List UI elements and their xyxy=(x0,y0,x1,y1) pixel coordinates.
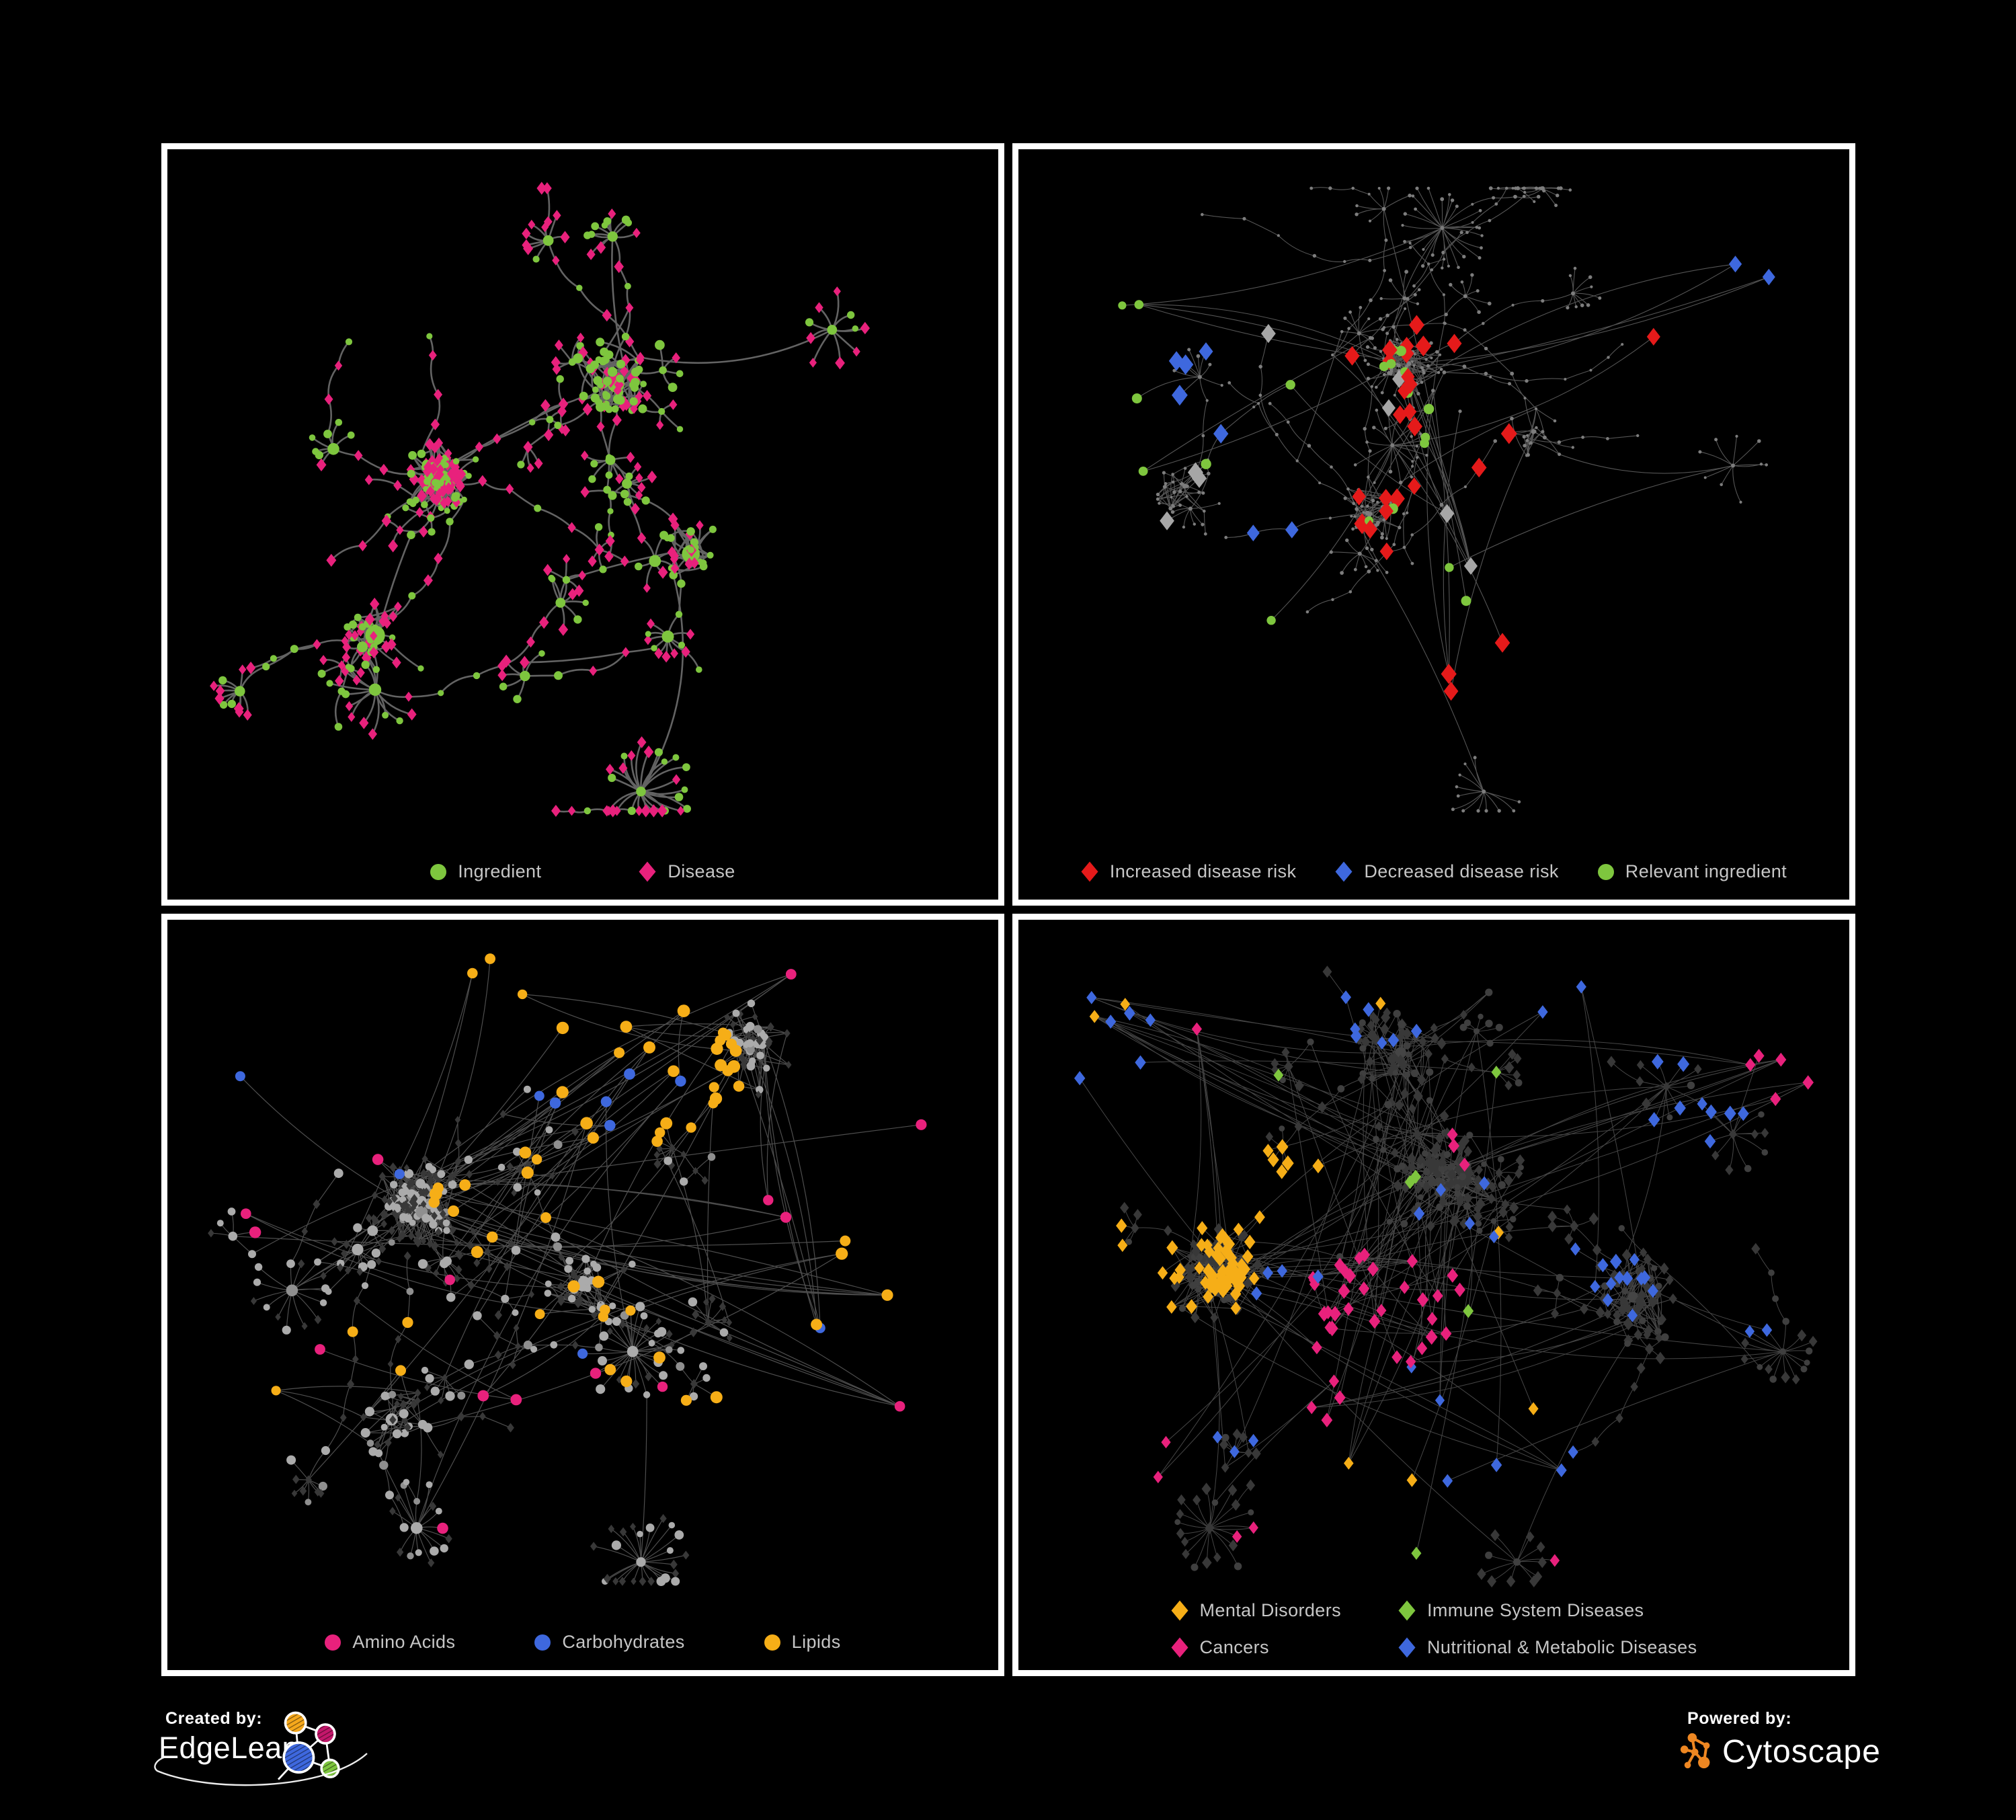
legend-label: Disease xyxy=(668,861,735,881)
diamond-swatch-cancers xyxy=(1171,1637,1188,1658)
legend-label: Cancers xyxy=(1199,1637,1269,1657)
legend-disease-risk: Increased disease risk Decreased disease … xyxy=(1018,861,1849,882)
legend-label: Decreased disease risk xyxy=(1364,861,1559,881)
legend-item-mental-disorders: Mental Disorders xyxy=(1171,1600,1341,1621)
legend-item-relevant-ingredient: Relevant ingredient xyxy=(1597,861,1787,882)
cytoscape-wordmark: Cytoscape xyxy=(1722,1733,1881,1770)
panel-disease-risk-network: Increased disease risk Decreased disease … xyxy=(1012,143,1855,906)
powered-by-branding: Powered by: xyxy=(1679,1709,1894,1790)
network-edges xyxy=(1121,186,1769,812)
cytoscape-logo xyxy=(1680,1733,1710,1769)
legend-label: Amino Acids xyxy=(352,1632,456,1652)
network-graph xyxy=(208,953,927,1586)
diamond-swatch-nutritional-metabolic-diseases xyxy=(1398,1637,1416,1658)
legend-item-increased-disease-risk: Increased disease risk xyxy=(1081,861,1296,882)
legend-item-nutritional-metabolic-diseases: Nutritional & Metabolic Diseases xyxy=(1398,1637,1697,1658)
network-nodes xyxy=(1156,186,1768,813)
legend-disease-classes: Mental Disorders Cancers Immune System Dis… xyxy=(1018,1600,1849,1658)
panel-nutrient-classes-network: Amino Acids Carbohydrates Lipids xyxy=(161,914,1004,1676)
legend-column: Mental Disorders Cancers xyxy=(1171,1600,1341,1658)
legend-item-decreased-disease-risk: Decreased disease risk xyxy=(1335,861,1558,882)
network-canvas-disease-classes xyxy=(1074,965,1818,1588)
circle-swatch-relevant-ingredient xyxy=(1597,863,1614,880)
edgeleap-logo-nodes xyxy=(282,1711,340,1778)
diamond-swatch-increased-disease-risk xyxy=(1081,861,1098,882)
legend-label: Nutritional & Metabolic Diseases xyxy=(1427,1637,1697,1657)
network-canvas-disease-risk xyxy=(1118,186,1775,813)
network-canvas-ingredient-disease xyxy=(210,182,870,818)
edgeleap-wordmark: EdgeLeap xyxy=(159,1731,300,1765)
legend-label: Lipids xyxy=(791,1632,841,1652)
created-by-label: Created by: xyxy=(165,1709,263,1728)
created-by-branding: Created by: EdgeLeap xyxy=(154,1709,401,1817)
legend-label: Increased disease risk xyxy=(1109,861,1297,881)
legend-item-carbohydrates: Carbohydrates xyxy=(534,1632,684,1653)
network-highlighted-nodes xyxy=(1118,255,1775,701)
legend-ingredient-disease: Ingredient Disease xyxy=(167,861,998,882)
legend-nutrient-classes: Amino Acids Carbohydrates Lipids xyxy=(167,1632,998,1653)
circle-swatch-lipids xyxy=(764,1634,780,1651)
legend-label: Immune System Diseases xyxy=(1427,1600,1644,1620)
network-nodes xyxy=(210,182,870,818)
legend-column: Immune System Diseases Nutritional & Meta… xyxy=(1398,1600,1697,1658)
legend-item-lipids: Lipids xyxy=(764,1632,841,1653)
circle-swatch-amino-acids xyxy=(325,1634,341,1651)
diamond-swatch-decreased-disease-risk xyxy=(1335,861,1353,882)
edgeleap-swoosh xyxy=(154,1753,368,1786)
legend-item-amino-acids: Amino Acids xyxy=(325,1632,455,1653)
network-graph xyxy=(210,182,870,818)
legend-label: Relevant ingredient xyxy=(1625,861,1787,881)
legend-label: Ingredient xyxy=(458,861,542,881)
panel-ingredient-disease-network: Ingredient Disease xyxy=(161,143,1004,906)
edgeleap-logo xyxy=(277,1711,340,1780)
panel-disease-classes-network: Mental Disorders Cancers Immune System Dis… xyxy=(1012,914,1855,1676)
network-graph xyxy=(1074,965,1818,1588)
powered-by-label: Powered by: xyxy=(1687,1709,1792,1728)
legend-item-immune-system-diseases: Immune System Diseases xyxy=(1398,1600,1644,1621)
legend-item-disease: Disease xyxy=(639,861,735,882)
legend-label: Mental Disorders xyxy=(1199,1600,1341,1620)
circle-swatch-carbohydrates xyxy=(534,1634,551,1651)
network-canvas-nutrient-classes xyxy=(208,953,927,1586)
network-highlighted-nodes xyxy=(235,953,927,1534)
legend-label: Carbohydrates xyxy=(562,1632,685,1652)
network-highlighted-nodes xyxy=(573,338,678,413)
network-highlighted-nodes xyxy=(1074,980,1814,1567)
cytoscape-logo-nodes xyxy=(1680,1733,1710,1769)
legend-item-ingredient: Ingredient xyxy=(430,861,541,882)
network-graph xyxy=(1118,186,1775,813)
diamond-swatch-immune-system-diseases xyxy=(1398,1600,1416,1621)
diamond-swatch-mental-disorders xyxy=(1171,1600,1188,1621)
circle-swatch-ingredient xyxy=(430,863,447,880)
network-edges xyxy=(212,187,866,814)
network-nodes xyxy=(208,999,792,1586)
diamond-swatch-disease xyxy=(639,861,656,882)
legend-item-cancers: Cancers xyxy=(1171,1637,1269,1658)
